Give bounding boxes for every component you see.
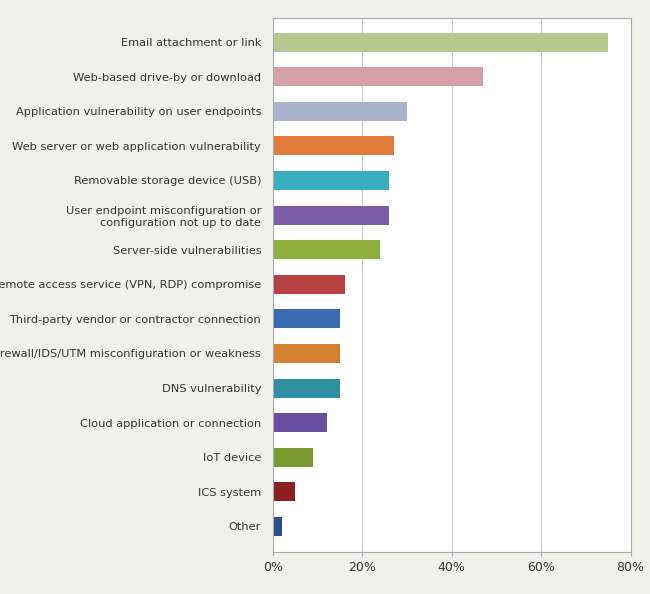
Bar <box>273 240 380 259</box>
Bar <box>273 137 394 156</box>
Bar <box>273 67 483 86</box>
Bar <box>273 448 313 467</box>
Bar <box>273 482 295 501</box>
Bar <box>273 33 608 52</box>
Bar <box>273 344 340 363</box>
Bar <box>273 171 389 190</box>
Bar <box>273 102 407 121</box>
Bar <box>273 206 389 225</box>
Bar <box>273 413 326 432</box>
Bar <box>273 275 344 294</box>
Bar <box>273 378 340 397</box>
Bar <box>273 517 282 536</box>
Bar <box>273 309 340 328</box>
